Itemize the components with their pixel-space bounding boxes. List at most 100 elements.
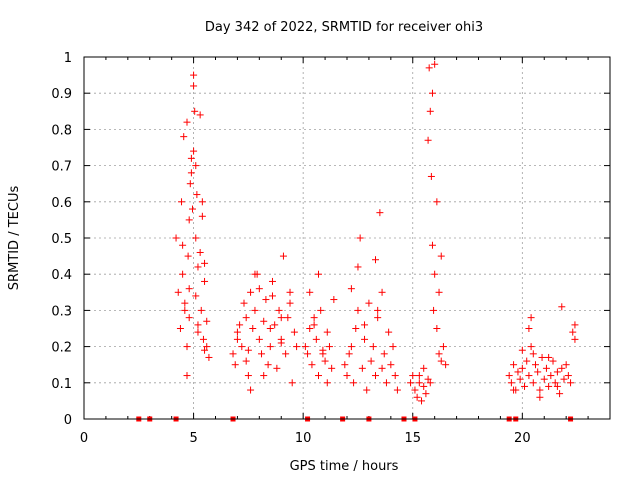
data-point	[547, 372, 555, 380]
data-point	[312, 335, 320, 343]
data-point	[251, 306, 259, 314]
data-point	[431, 270, 439, 278]
data-point	[507, 379, 515, 387]
data-point	[428, 89, 436, 97]
x-tick-label: 15	[404, 431, 421, 446]
data-point	[249, 325, 257, 332]
y-axis-label: SRMTID / TECUs	[7, 186, 22, 291]
data-point	[178, 198, 186, 206]
data-point	[347, 285, 355, 293]
data-point	[266, 343, 274, 351]
chart-title: Day 342 of 2022, SRMTID for receiver ohi…	[205, 20, 483, 35]
data-point	[201, 346, 209, 354]
data-point	[268, 277, 276, 285]
data-point	[393, 386, 401, 394]
data-point	[442, 361, 450, 369]
data-point	[247, 386, 255, 394]
data-point	[428, 241, 436, 249]
data-point	[371, 372, 379, 380]
data-point	[304, 350, 312, 358]
data-point	[545, 382, 553, 390]
data-point	[199, 335, 207, 343]
y-tick-label: 0.6	[51, 196, 72, 211]
data-point	[179, 241, 187, 249]
data-point	[437, 357, 445, 365]
data-point	[192, 162, 200, 170]
data-point	[407, 379, 415, 387]
data-point	[363, 386, 371, 394]
data-point	[374, 314, 382, 322]
data-point	[242, 357, 250, 365]
data-point	[191, 107, 199, 115]
data-point	[371, 256, 379, 264]
data-point	[187, 169, 195, 177]
data-point	[376, 209, 384, 217]
data-point	[205, 353, 213, 361]
data-point	[229, 350, 237, 358]
data-point	[551, 379, 559, 387]
data-point	[284, 314, 292, 322]
y-tick-labels: 0 0.1 0.2 0.3 0.4 0.5 0.6 0.7 0.8 0.9 1	[51, 51, 72, 428]
data-point	[242, 314, 250, 322]
data-point	[308, 361, 316, 369]
data-point	[286, 288, 294, 296]
data-point	[185, 314, 193, 322]
data-point	[380, 350, 388, 358]
data-point	[244, 372, 252, 380]
data-points	[172, 60, 579, 405]
data-point	[382, 379, 390, 387]
data-point	[424, 136, 432, 144]
data-point	[558, 364, 566, 372]
y-tick-label: 0.4	[51, 268, 72, 283]
data-point	[542, 364, 550, 372]
data-point	[536, 386, 544, 394]
data-point	[435, 350, 443, 358]
data-point	[315, 270, 323, 278]
data-point	[190, 82, 198, 90]
data-point	[240, 299, 248, 307]
data-point	[350, 379, 358, 387]
data-point	[510, 361, 518, 369]
data-point	[258, 350, 266, 358]
data-point	[367, 357, 375, 365]
data-point	[185, 216, 193, 224]
data-point	[343, 372, 351, 380]
data-point	[181, 306, 189, 314]
data-point	[264, 361, 272, 369]
data-point	[247, 288, 255, 296]
data-point	[196, 111, 204, 119]
data-point	[325, 343, 333, 351]
data-point	[197, 306, 205, 314]
data-point	[347, 343, 355, 351]
data-point	[411, 386, 419, 394]
data-point	[378, 288, 386, 296]
y-tick-label: 1	[64, 51, 72, 66]
data-point	[293, 343, 301, 351]
data-point	[529, 379, 537, 387]
data-point	[185, 285, 193, 293]
y-tick-label: 0.3	[51, 304, 72, 319]
data-point	[323, 379, 331, 387]
data-point	[521, 382, 529, 390]
data-point	[192, 234, 200, 242]
data-point	[527, 343, 535, 351]
data-point	[505, 372, 513, 380]
data-point	[516, 375, 524, 383]
data-point	[187, 154, 195, 162]
data-point	[286, 299, 294, 307]
data-point	[251, 270, 259, 278]
data-point	[328, 364, 336, 372]
y-tick-label: 0.5	[51, 232, 72, 247]
data-point	[306, 288, 314, 296]
data-point	[201, 277, 209, 285]
data-point	[545, 353, 553, 361]
data-point	[190, 147, 198, 155]
data-point	[277, 314, 285, 322]
data-point	[536, 393, 544, 401]
data-point	[315, 372, 323, 380]
data-point	[510, 386, 518, 394]
data-point	[409, 372, 417, 380]
data-point	[310, 314, 318, 322]
data-point	[183, 118, 191, 126]
